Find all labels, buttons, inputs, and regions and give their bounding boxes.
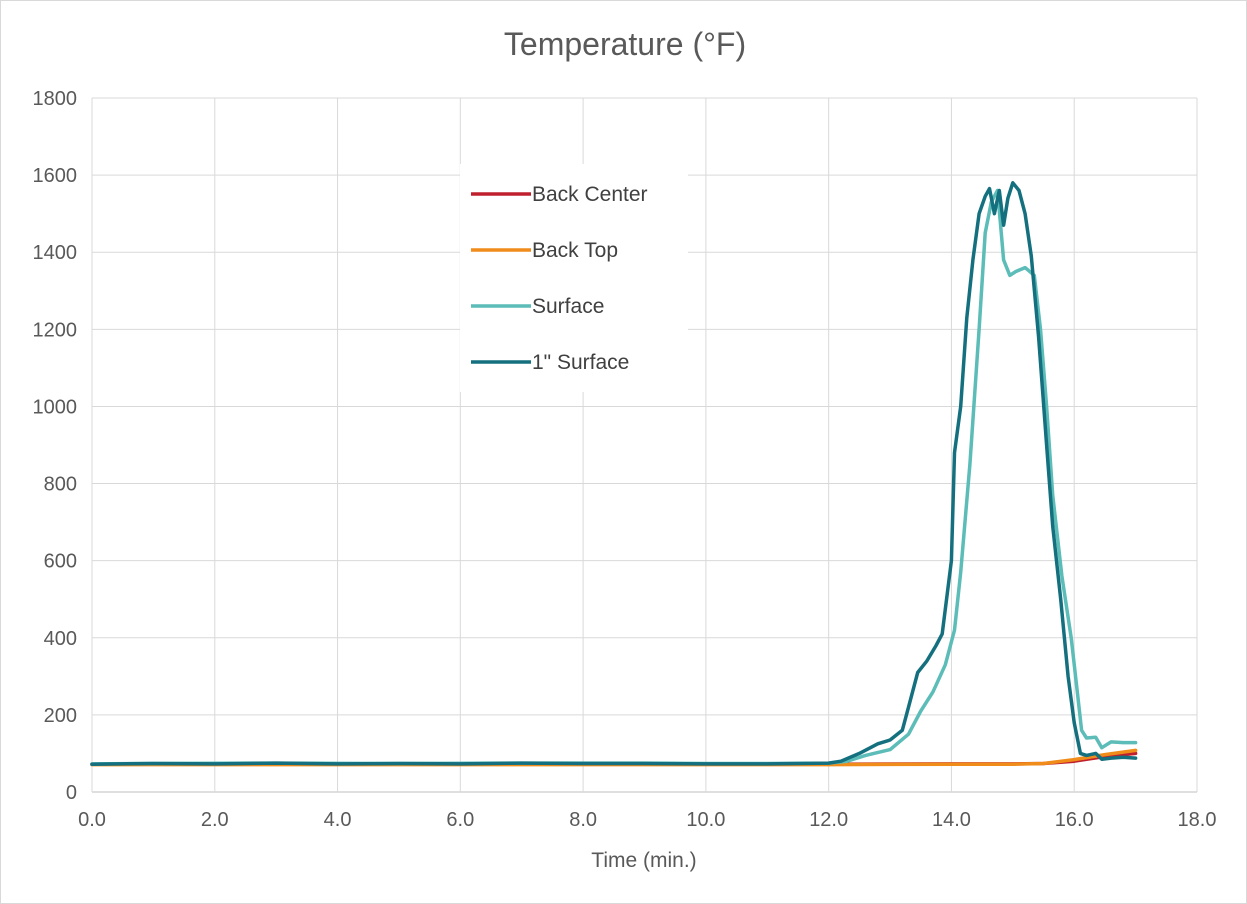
- y-tick-label: 1400: [33, 242, 78, 264]
- x-tick-label: 8.0: [569, 809, 597, 831]
- grid-layer: [91, 97, 1198, 793]
- legend-label: Back Top: [532, 239, 618, 262]
- y-tick-label: 200: [44, 705, 77, 727]
- y-tick-label: 800: [44, 474, 77, 496]
- legend: Back Center Back Top Surface 1" Surface: [460, 164, 688, 392]
- x-tick-label: 14.0: [932, 809, 971, 831]
- x-tick-label: 12.0: [809, 809, 848, 831]
- chart-title: Temperature (°F): [504, 26, 746, 62]
- x-tick-label: 16.0: [1055, 809, 1094, 831]
- y-tick-label: 1600: [33, 165, 78, 187]
- y-tick-label: 400: [44, 628, 77, 650]
- legend-label: 1" Surface: [532, 351, 629, 374]
- series-layer: [90, 181, 1138, 767]
- x-axis-label: Time (min.): [591, 849, 696, 872]
- y-tick-label: 1800: [33, 88, 78, 110]
- y-tick-label: 600: [44, 551, 77, 573]
- x-tick-label: 6.0: [446, 809, 474, 831]
- series-line-3: [90, 181, 1138, 766]
- x-tick-label: 0.0: [78, 809, 106, 831]
- legend-box: [460, 164, 688, 392]
- y-tick-label: 1200: [33, 319, 78, 341]
- legend-label: Back Center: [532, 183, 648, 206]
- x-tick-label: 18.0: [1178, 809, 1217, 831]
- y-tick-label: 0: [66, 782, 77, 804]
- tick-layer: 0 200 400 600 800 1000 1200 1400 1600 1800 0.0 2.0 4…: [33, 88, 1217, 831]
- x-tick-label: 2.0: [201, 809, 229, 831]
- x-tick-label: 10.0: [686, 809, 725, 831]
- y-tick-label: 1000: [33, 396, 78, 418]
- legend-label: Surface: [532, 295, 604, 318]
- x-tick-label: 4.0: [324, 809, 352, 831]
